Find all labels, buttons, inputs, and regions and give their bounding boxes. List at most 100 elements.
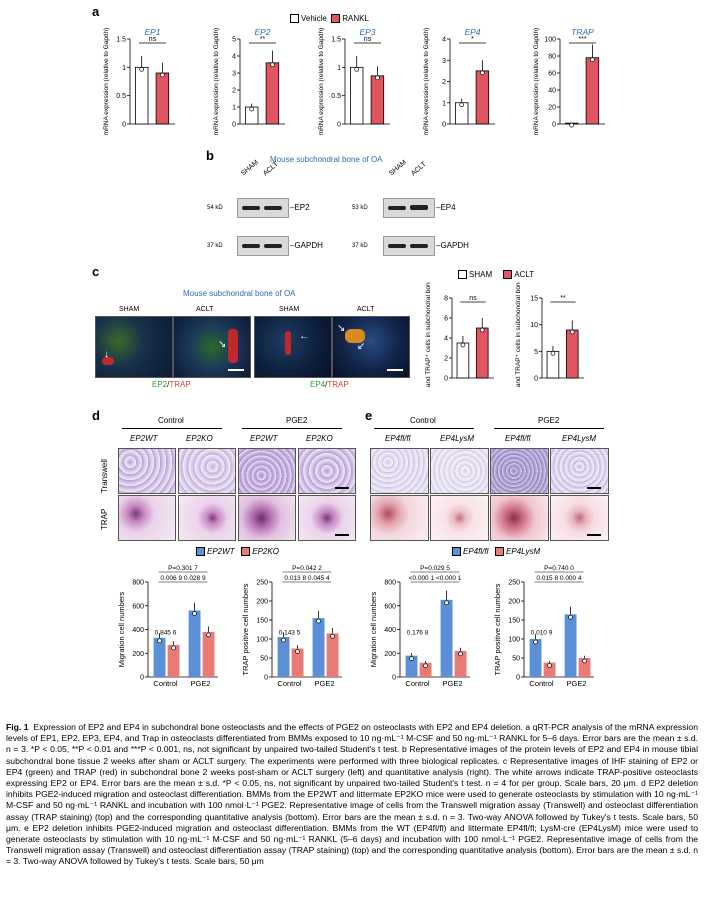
panel-b-title: Mouse subchondral bone of OA: [270, 155, 383, 164]
bar: [454, 650, 467, 677]
data-point: [458, 651, 463, 657]
y-tick-label: 100: [508, 637, 520, 644]
p-value: P=0.042 2: [292, 565, 322, 572]
d-geno-4: EP2KO: [306, 434, 333, 443]
data-point: [160, 72, 165, 78]
e-transwell-1: [370, 448, 429, 494]
p-value: 0.006 9 0.028 9: [160, 575, 206, 582]
blot-gapdh-left-label: –GAPDH: [290, 241, 323, 250]
arrow-icon: ←: [299, 331, 309, 342]
bar: [475, 327, 489, 379]
data-point: [444, 600, 449, 606]
caption-title: Fig. 1: [6, 722, 29, 732]
chart-title: TRAP: [571, 27, 594, 37]
sig-label: *: [471, 36, 474, 43]
e-transwell-2: [430, 448, 489, 494]
panel-label-e: e: [365, 408, 373, 423]
y-tick-label: 50: [512, 656, 520, 663]
data-point: [479, 327, 485, 333]
data-point: [547, 663, 552, 668]
y-tick-label: 600: [384, 603, 396, 610]
y-tick-label: 150: [508, 618, 520, 625]
y-tick-label: 40: [548, 88, 556, 95]
e-geno-4: EP4LysM: [562, 434, 597, 443]
bar: [153, 637, 166, 677]
blot-right-sham: SHAM: [388, 158, 408, 178]
blot-ep2-label: –EP2: [290, 203, 310, 212]
y-tick-label: 2: [444, 356, 448, 363]
p-value: 0.010 9: [531, 629, 553, 636]
y-tick-label: 250: [256, 580, 268, 587]
y-tick-label: 5: [534, 349, 538, 356]
blot-gapdh-right: [383, 236, 435, 256]
d-trap-4: [298, 495, 356, 541]
p-value: 0.015 8 0.000 4: [536, 575, 582, 582]
e-geno-2: EP4LysM: [440, 434, 475, 443]
legend-c: SHAM ACLT: [458, 270, 534, 280]
bar: [277, 637, 290, 677]
blot-gapdh-right-label: –GAPDH: [436, 241, 469, 250]
panel-label-c: c: [92, 264, 100, 279]
y-tick-label: 0: [232, 122, 236, 129]
arrow-icon: ↙: [357, 341, 366, 352]
e-geno-1: EP4fl/fl: [385, 434, 411, 443]
y-tick-label: 0: [534, 376, 538, 383]
p-value: P=0.301 7: [168, 565, 198, 572]
e-divider: [494, 428, 604, 429]
y-axis-label: TRAP positive cell numbers: [241, 583, 250, 675]
y-axis-label: mRNA expression (relative to Gapdh): [533, 28, 540, 136]
legend-ep2ko-swatch: [241, 547, 251, 557]
y-tick-label: 2: [442, 79, 446, 86]
y-tick-label: 1: [337, 65, 341, 72]
bar: [440, 599, 453, 677]
y-tick-label: 8: [444, 296, 448, 303]
data-point: [569, 122, 575, 128]
c-label-sham-1: SHAM: [119, 306, 140, 313]
e-col-pge2: PGE2: [538, 416, 560, 425]
y-axis-label: TRAP positive cell numbers: [493, 583, 502, 675]
e-trap-3: [490, 495, 549, 541]
y-tick-label: 150: [256, 618, 268, 625]
kd-left-top: 54 kD: [207, 205, 223, 211]
y-tick-label: 4: [444, 336, 448, 343]
y-tick-label: 200: [384, 651, 396, 658]
legend-sham-swatch: [458, 270, 467, 280]
trap-cell: [285, 331, 291, 355]
c-label-aclt-1: ACLT: [196, 306, 214, 313]
e-trap-4: [550, 495, 609, 541]
blot-ep4-label: –EP4: [436, 203, 456, 212]
d-col-control: Control: [158, 416, 184, 425]
y-tick-label: 15: [530, 296, 538, 303]
legend-e: EP4fl/fl EP4LysM: [452, 547, 540, 557]
y-tick-label: 0: [552, 122, 556, 129]
data-point: [270, 62, 275, 68]
ihf-ep2-sham: ↓: [95, 316, 173, 378]
y-tick-label: 100: [544, 37, 556, 44]
y-tick-label: 200: [508, 599, 520, 606]
y-tick-label: 1: [232, 105, 236, 112]
data-point: [249, 106, 255, 112]
data-point: [354, 66, 360, 72]
data-point: [295, 649, 300, 654]
legend-rankl-swatch: [331, 14, 341, 24]
data-point: [316, 618, 321, 624]
y-tick-label: 400: [132, 627, 144, 634]
bar: [291, 648, 304, 677]
y-tick-label: 20: [548, 105, 556, 112]
legend-vehicle: Vehicle: [301, 14, 327, 23]
bar: [155, 72, 170, 125]
y-tick-label: 4: [442, 37, 446, 44]
bar: [326, 633, 339, 677]
blot-ep2: [237, 198, 289, 218]
data-point: [157, 638, 162, 644]
legend-a: Vehicle RANKL: [290, 14, 369, 24]
legend-ep4lysm-swatch: [495, 547, 505, 557]
kd-right-bot: 37 kD: [352, 243, 368, 249]
y-tick-label: 600: [132, 603, 144, 610]
kd-right-top: 53 kD: [352, 205, 368, 211]
bar: [370, 75, 385, 125]
trap-cell: [228, 329, 238, 363]
y-axis-label: EP4⁺ and TRAP⁺ cells in subchondral bone…: [515, 282, 522, 387]
e-transwell-4: [550, 448, 609, 494]
y-tick-label: 2: [232, 88, 236, 95]
